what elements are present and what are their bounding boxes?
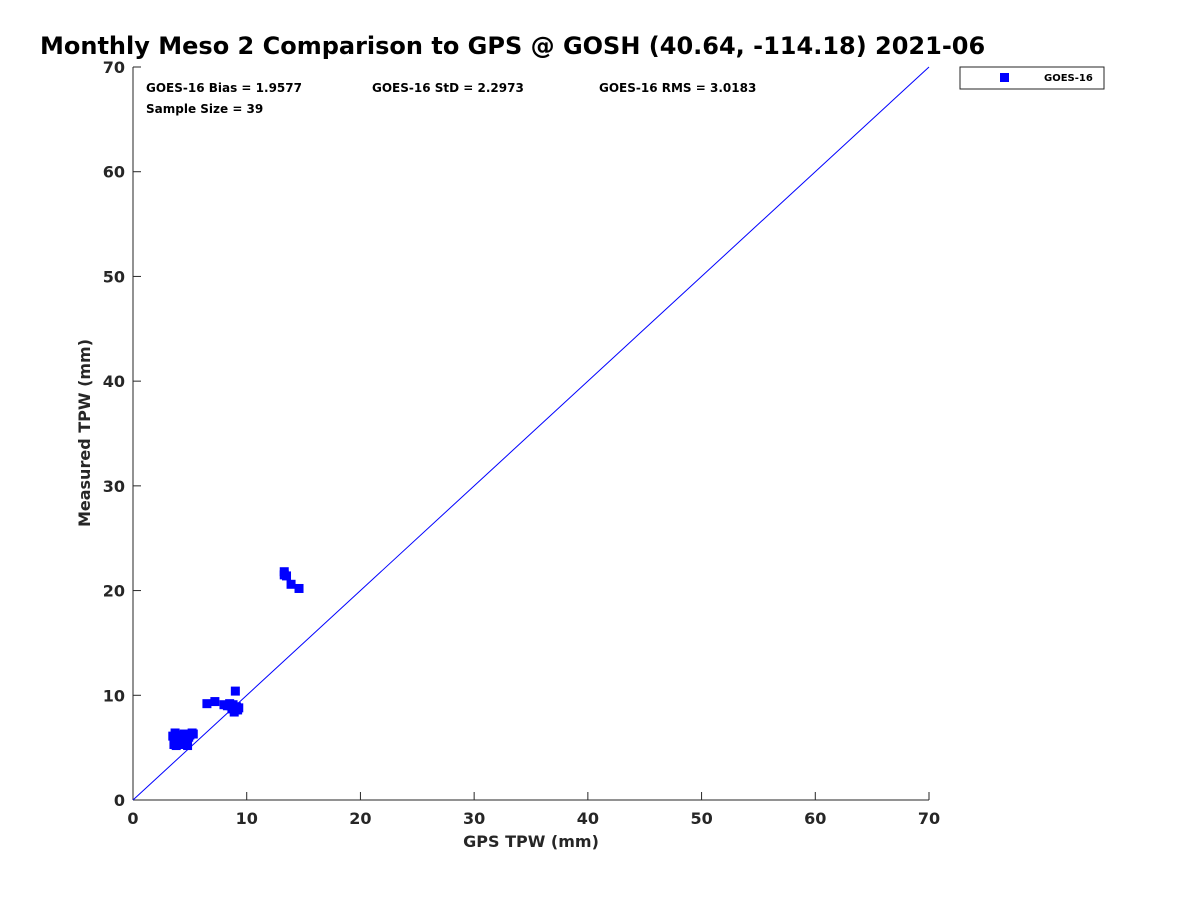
x-tick-label: 40 — [577, 809, 599, 828]
data-point — [184, 732, 194, 742]
x-tick-label: 20 — [349, 809, 371, 828]
data-point — [170, 728, 180, 738]
data-point — [230, 686, 240, 696]
legend-box — [959, 66, 1105, 90]
axes — [132, 67, 929, 801]
stat-bias: GOES-16 Bias = 1.9577 — [146, 81, 302, 95]
x-tick-label: 60 — [804, 809, 826, 828]
y-tick-label: 40 — [103, 372, 125, 391]
one-to-one-line — [132, 66, 930, 801]
legend-entry-goes-16: GOES-16 — [1044, 73, 1093, 84]
stat-rms: GOES-16 RMS = 3.0183 — [599, 81, 756, 95]
stat-sample-size: Sample Size = 39 — [146, 102, 263, 116]
y-tick-label: 0 — [114, 791, 125, 810]
data-point — [234, 703, 244, 713]
data-point — [286, 579, 296, 589]
x-tick-label: 10 — [236, 809, 258, 828]
reference-line-group — [132, 66, 930, 801]
data-points — [168, 567, 304, 751]
data-point — [188, 729, 198, 739]
chart-title: Monthly Meso 2 Comparison to GPS @ GOSH … — [40, 32, 985, 60]
x-tick-label: 50 — [690, 809, 712, 828]
y-tick-label: 70 — [103, 58, 125, 77]
legend: GOES-16 — [959, 66, 1105, 90]
data-point — [294, 583, 304, 593]
x-tick-label: 70 — [918, 809, 940, 828]
data-point — [226, 701, 236, 711]
x-tick-label: 30 — [463, 809, 485, 828]
data-point — [202, 699, 212, 709]
y-tick-label: 30 — [103, 477, 125, 496]
ticks: 0 10 20 30 40 50 60 70 0 10 20 30 40 50 60 70 — [103, 58, 940, 828]
data-point — [173, 733, 183, 743]
stat-std: GOES-16 StD = 2.2973 — [372, 81, 524, 95]
y-tick-label: 50 — [103, 267, 125, 286]
legend-marker — [1000, 73, 1009, 82]
y-tick-label: 10 — [103, 686, 125, 705]
y-tick-label: 60 — [103, 163, 125, 182]
y-axis-label: Measured TPW (mm) — [75, 339, 94, 527]
y-tick-label: 20 — [103, 582, 125, 601]
x-tick-label: 0 — [127, 809, 138, 828]
data-point — [210, 697, 220, 707]
x-axis-label: GPS TPW (mm) — [463, 832, 599, 851]
data-point — [179, 740, 189, 750]
data-point — [279, 567, 289, 577]
